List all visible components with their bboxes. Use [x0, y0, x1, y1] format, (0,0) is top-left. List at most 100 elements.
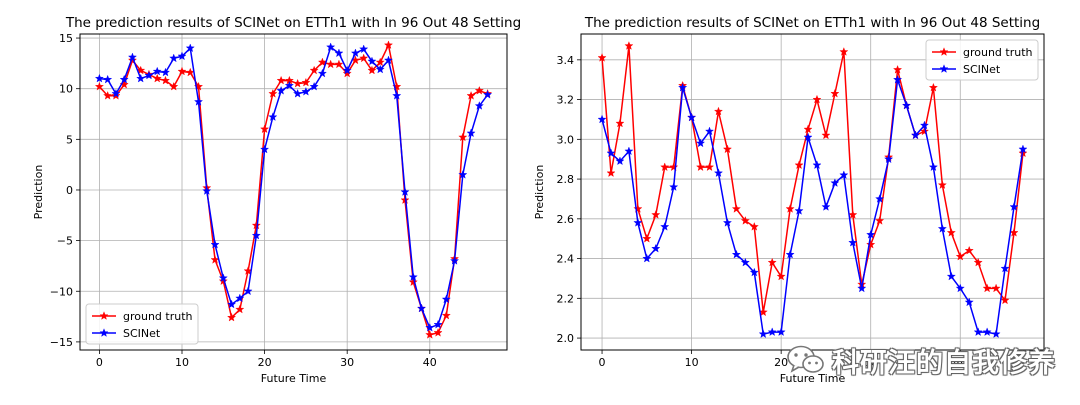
legend-label: ground truth	[963, 46, 1033, 59]
data-point	[177, 66, 187, 76]
data-point	[408, 272, 418, 281]
legend-label: SCINet	[963, 63, 1001, 76]
data-point	[433, 319, 443, 329]
legend: ground truth SCINet	[85, 303, 199, 345]
data-point	[928, 82, 938, 92]
data-point	[342, 68, 352, 78]
data-point	[94, 81, 104, 91]
y-tick-label: 2.8	[557, 173, 575, 186]
data-point	[218, 273, 228, 282]
data-point	[334, 59, 344, 69]
chart-2: The prediction results of SCINet on ETTh…	[533, 15, 1045, 385]
y-tick-label: 10	[59, 83, 73, 96]
data-point	[350, 48, 360, 58]
data-point	[260, 124, 270, 134]
data-point	[152, 73, 162, 83]
data-point	[392, 91, 402, 100]
data-point	[416, 303, 427, 313]
data-point	[144, 70, 154, 80]
y-tick-label: 3.0	[557, 133, 575, 146]
series-scinet	[94, 42, 493, 332]
y-tick-label: 2.4	[557, 253, 575, 266]
data-point	[767, 327, 777, 336]
data-point	[749, 222, 759, 231]
data-point	[342, 65, 352, 75]
series-line	[601, 79, 1024, 336]
data-point	[642, 233, 652, 243]
data-point	[235, 304, 245, 314]
data-point	[982, 327, 992, 336]
data-point	[893, 74, 903, 84]
x-tick-label: 30	[864, 356, 878, 369]
x-tick-label: 20	[258, 356, 272, 369]
x-axis-label: Future Time	[780, 372, 846, 385]
data-point	[696, 162, 706, 172]
data-point	[919, 120, 929, 130]
data-point	[687, 112, 697, 122]
y-tick-label: −5	[57, 235, 73, 248]
data-point	[483, 90, 493, 99]
plot-frame	[79, 33, 508, 351]
data-point	[450, 256, 460, 265]
data-point	[749, 267, 759, 277]
data-point	[1018, 144, 1028, 154]
data-point	[740, 216, 750, 225]
data-point	[251, 230, 261, 240]
data-point	[776, 327, 786, 336]
data-point	[276, 85, 286, 95]
data-point	[857, 283, 867, 293]
data-point	[848, 210, 858, 219]
x-tick-label: 10	[175, 356, 189, 369]
data-point	[946, 271, 956, 281]
legend-swatch-marker	[99, 328, 109, 337]
data-point	[210, 239, 220, 249]
data-point	[185, 43, 195, 53]
data-point	[127, 55, 137, 65]
data-point	[597, 114, 607, 124]
legend-swatch-marker	[99, 311, 109, 320]
data-point	[160, 75, 171, 85]
data-point	[946, 227, 956, 237]
data-point	[301, 86, 311, 96]
legend-box	[925, 39, 1039, 81]
data-point	[1000, 295, 1010, 305]
series-scinet	[597, 74, 1028, 338]
data-point	[713, 106, 724, 116]
data-point	[1009, 202, 1019, 211]
data-point	[606, 148, 616, 158]
data-point	[615, 118, 625, 128]
x-tick-label: 30	[340, 356, 354, 369]
data-point	[839, 47, 849, 56]
y-tick-label: −10	[50, 285, 73, 298]
data-point	[251, 220, 261, 230]
data-point	[982, 283, 992, 293]
data-point	[803, 124, 813, 134]
data-point	[866, 229, 876, 239]
data-point	[955, 283, 965, 293]
legend-label: SCINet	[123, 327, 161, 340]
wechat-icon	[787, 345, 824, 373]
data-point	[474, 101, 484, 110]
data-point	[624, 41, 634, 50]
data-point	[119, 74, 129, 84]
data-point	[893, 64, 903, 74]
data-point	[441, 310, 451, 320]
data-point	[910, 130, 921, 140]
data-point	[284, 80, 294, 90]
series-ground-truth	[597, 41, 1028, 317]
data-point	[964, 297, 974, 307]
data-point	[474, 85, 484, 95]
data-point	[466, 91, 476, 100]
x-tick-label: 20	[774, 356, 788, 369]
data-point	[731, 204, 741, 213]
data-point	[375, 57, 385, 67]
data-point	[884, 154, 894, 164]
data-point	[218, 276, 228, 285]
data-point	[812, 160, 822, 170]
data-point	[400, 187, 410, 196]
y-tick-label: 3.4	[557, 54, 575, 67]
data-point	[785, 204, 795, 213]
data-point	[169, 53, 179, 63]
data-point	[919, 126, 929, 136]
